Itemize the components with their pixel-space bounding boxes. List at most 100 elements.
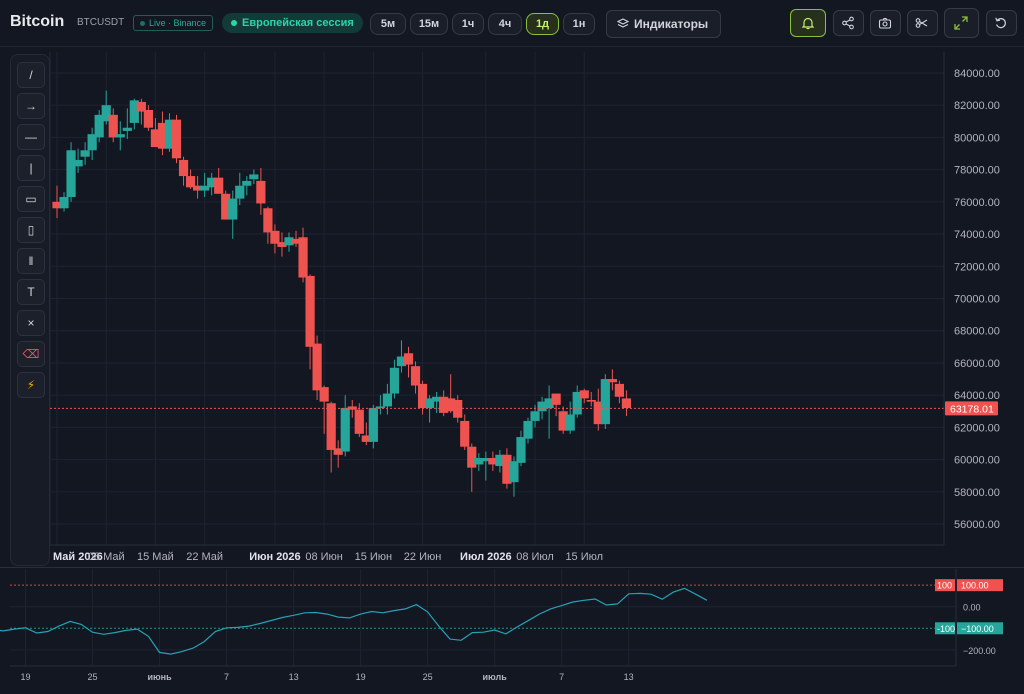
indicators-label: Индикаторы: [634, 17, 709, 31]
candle-body-down: [551, 393, 561, 405]
candle-body-down: [185, 176, 196, 188]
candle-body-up: [284, 237, 294, 246]
candle-body-up: [80, 150, 90, 157]
indicator-level-tag: [935, 622, 955, 635]
candle-body-up: [523, 420, 533, 439]
symbol-label: BTCUSDT: [77, 17, 125, 28]
candle-body-up: [66, 150, 76, 197]
expand-icon: [954, 16, 968, 30]
candle-body-up: [396, 356, 407, 367]
candle-body-down: [621, 398, 632, 409]
horizontal-line-tool[interactable]: —: [17, 124, 45, 150]
indicator-time-label: 19: [20, 672, 30, 682]
price-axis-label: 66000.00: [954, 358, 1000, 370]
time-axis-label: 15 Июн: [355, 551, 393, 563]
session-badge-label: Европейская сессия: [242, 17, 354, 29]
candle-body-down: [326, 403, 336, 450]
indicator-time-label: 13: [624, 672, 634, 682]
candle-body-down: [467, 446, 477, 468]
share-button[interactable]: [833, 10, 864, 36]
candle-body-down: [277, 242, 287, 247]
timeframe-1w-button[interactable]: 1н: [563, 13, 595, 35]
arrow-tool[interactable]: →: [17, 93, 45, 119]
cut-button[interactable]: [907, 10, 938, 36]
price-axis-label: 70000.00: [954, 294, 1000, 306]
share-icon: [842, 16, 854, 30]
candle-body-up: [565, 414, 575, 431]
screenshot-button[interactable]: [870, 10, 901, 36]
candle-body-down: [193, 185, 203, 191]
indicator-level-axis-tag: [957, 579, 1003, 592]
candle-body-down: [502, 454, 512, 484]
drawing-toolbar: / → — | ▭ ▯ ‖ T × ⌫ ⚡: [10, 54, 50, 566]
scissors-icon: [915, 18, 928, 28]
candle-body-down: [614, 383, 624, 397]
candle-body-up: [600, 379, 610, 425]
candle-body-up: [207, 177, 217, 188]
candle-body-down: [221, 193, 231, 220]
candle-body-up: [249, 174, 259, 180]
rectangle-tool[interactable]: ▭: [17, 186, 45, 212]
time-axis-label: Июл 2026: [460, 551, 512, 563]
candle-body-up: [87, 134, 97, 151]
time-axis-label: 08 Май: [88, 551, 125, 563]
timeframe-1d-button[interactable]: 1д: [526, 13, 559, 35]
time-axis-label: 15 Май: [137, 551, 174, 563]
candle-body-up: [474, 458, 484, 465]
indicator-level-axis-label: −100.00: [961, 624, 994, 634]
candle-body-up: [530, 411, 540, 421]
candle-body-up: [481, 458, 491, 462]
candle-body-up: [228, 198, 238, 220]
timeframe-5m-button[interactable]: 5м: [370, 13, 406, 35]
price-axis-label: 76000.00: [954, 197, 1000, 209]
alert-button[interactable]: [790, 9, 826, 37]
candle-body-down: [607, 379, 617, 383]
layers-icon: [617, 18, 629, 28]
time-axis-label: 08 Июн: [305, 551, 343, 563]
trendline-tool[interactable]: /: [17, 62, 45, 88]
vertical-rectangle-tool[interactable]: ▯: [17, 217, 45, 243]
timeframe-15m-button[interactable]: 15м: [410, 13, 448, 35]
indicators-button[interactable]: Индикаторы: [606, 10, 721, 38]
session-dot-icon: [231, 20, 237, 27]
price-axis-label: 80000.00: [954, 132, 1000, 144]
clear-tool[interactable]: ×: [17, 310, 45, 336]
source-badge-label: Live · Binance: [149, 18, 207, 28]
candle-body-down: [453, 400, 463, 418]
fullscreen-button[interactable]: [944, 8, 979, 38]
indicator-time-label: 7: [224, 672, 229, 682]
time-axis-label: Май 2026: [53, 551, 103, 563]
candle-body-up: [73, 159, 83, 167]
candle-body-down: [298, 237, 308, 278]
reset-button[interactable]: [986, 10, 1017, 36]
indicator-level-axis-label: 100.00: [961, 581, 989, 591]
parallel-channel-tool[interactable]: ‖: [17, 248, 45, 274]
candle-body-up: [164, 119, 175, 149]
price-axis-label: 82000.00: [954, 100, 1000, 112]
price-axis-label: 64000.00: [954, 390, 1000, 402]
vertical-line-tool[interactable]: |: [17, 155, 45, 181]
candle-body-up: [200, 185, 210, 191]
lightning-tool[interactable]: ⚡: [17, 372, 45, 398]
candle-body-up: [375, 406, 385, 409]
candle-body-down: [157, 122, 168, 149]
time-axis-label: 22 Май: [186, 551, 223, 563]
candle-body-up: [432, 396, 442, 402]
candle-body-down: [410, 366, 421, 386]
price-axis-label: 56000.00: [954, 519, 1000, 531]
eraser-tool[interactable]: ⌫: [17, 341, 45, 367]
timeframe-1h-button[interactable]: 1ч: [452, 13, 484, 35]
candle-body-up: [572, 391, 582, 415]
candle-body-down: [305, 275, 315, 347]
indicator-time-label: июнь: [147, 672, 172, 682]
candle-body-up: [242, 180, 252, 186]
timeframe-4h-button[interactable]: 4ч: [488, 13, 522, 35]
candle-body-down: [108, 114, 118, 138]
candle-body-up: [235, 185, 245, 199]
candle-body-up: [424, 398, 435, 409]
text-tool[interactable]: T: [17, 279, 45, 305]
candle-body-down: [558, 411, 568, 431]
current-price-tag: [945, 401, 998, 416]
candle-body-down: [319, 387, 329, 402]
